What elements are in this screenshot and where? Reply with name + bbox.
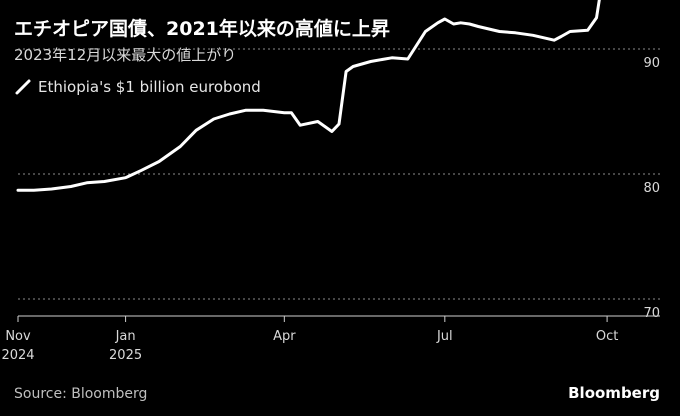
- legend: Ethiopia's $1 billion eurobond: [14, 78, 261, 96]
- brand-logo: Bloomberg: [568, 384, 660, 402]
- x-tick-label-3: Jul: [436, 329, 453, 344]
- series-line-0: [16, 0, 601, 192]
- x-tick-label-4: Oct: [596, 329, 618, 344]
- x-tick-year-1: 2025: [109, 348, 142, 363]
- source-note: Source: Bloomberg: [14, 386, 148, 402]
- x-tick-label-0: Nov: [5, 329, 31, 344]
- y-tick-label-70: 70: [643, 306, 660, 321]
- y-tick-label-90: 90: [643, 56, 660, 71]
- chart-title: エチオピア国債、2021年以来の高値に上昇: [14, 18, 390, 40]
- legend-label: Ethiopia's $1 billion eurobond: [38, 78, 261, 96]
- grid-layer: 70 80 90: [18, 48, 660, 321]
- legend-line-icon: [15, 79, 31, 95]
- x-tick-label-1: Jan: [115, 329, 136, 344]
- x-tick-year-0: 2024: [1, 348, 34, 363]
- y-tick-label-80: 80: [643, 181, 660, 196]
- x-tick-label-2: Apr: [273, 329, 296, 344]
- series-layer: [16, 0, 601, 192]
- chart-subtitle: 2023年12月以来最大の値上がり: [14, 46, 237, 64]
- x-axis: Nov 2024 Jan 2025 Apr Jul Oct: [1, 315, 660, 363]
